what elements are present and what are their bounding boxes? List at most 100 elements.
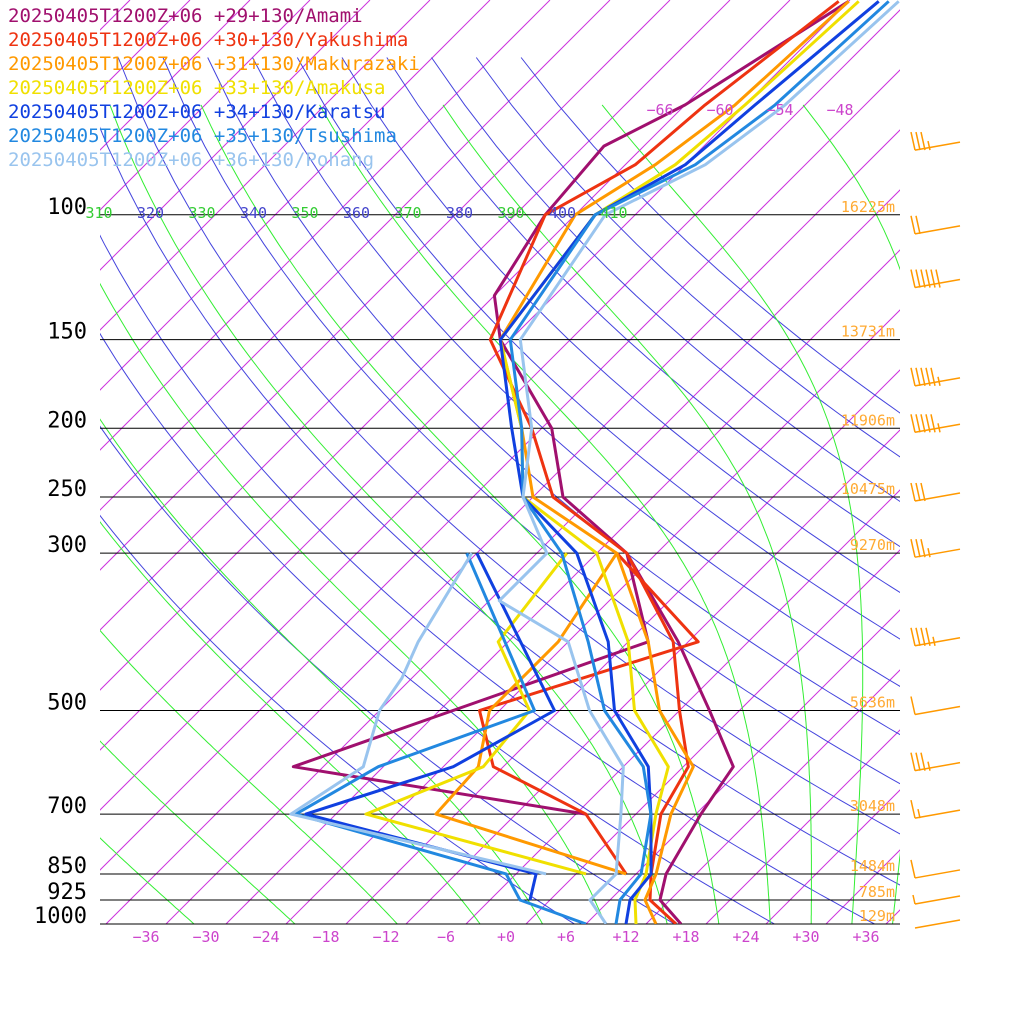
- wind-barb-shaft: [914, 705, 961, 716]
- theta-label: 380: [446, 204, 473, 222]
- dewpoint-line: [294, 552, 587, 924]
- moist-adiabat-line: [319, 104, 771, 924]
- pressure-label: 300: [47, 533, 87, 558]
- theta-label: 390: [497, 204, 524, 222]
- pressure-label: 200: [47, 408, 87, 433]
- wind-barb-flag: [925, 627, 931, 646]
- isobar-grid: [100, 214, 900, 925]
- wind-barb: [910, 539, 961, 558]
- wind-barb: [910, 414, 961, 434]
- wind-barb: [912, 894, 961, 905]
- dry-adiabat-line: [117, 57, 900, 835]
- wind-barb-flag: [910, 215, 916, 234]
- temperature-line: [498, 0, 850, 924]
- pressure-label: 925: [47, 880, 87, 905]
- theta-label: 330: [188, 204, 215, 222]
- legend-entry: 20250405T1200Z+06 +30+130/Yakushima: [8, 29, 409, 51]
- isotherm-line: [765, 789, 900, 924]
- theta-label: 400: [549, 204, 576, 222]
- wind-barb-half: [937, 423, 941, 433]
- isotherm-line: [100, 0, 731, 631]
- wind-barb: [910, 215, 961, 235]
- wind-barb-flag: [930, 367, 936, 387]
- wind-barb-shaft: [914, 809, 961, 819]
- isotherm-line: [525, 549, 900, 924]
- wind-barb: [910, 752, 961, 772]
- x-tick-label: −6: [437, 928, 455, 946]
- moist-adiabat-line: [109, 104, 668, 924]
- wind-barb: [910, 859, 961, 879]
- wind-barb-flag: [920, 539, 926, 558]
- wind-barb-flag: [920, 269, 926, 288]
- legend-entry: 20250405T1200Z+06 +34+130/Karatsu: [8, 101, 386, 123]
- legend-entry: 20250405T1200Z+06 +31+130/Makurazaki: [8, 53, 420, 75]
- upper-temp-label: −48: [826, 101, 853, 119]
- wind-barb-half: [917, 808, 921, 819]
- wind-barb-shaft: [914, 377, 961, 387]
- wind-barb-flag: [910, 131, 916, 151]
- dry-adiabat-line: [341, 57, 900, 594]
- height-label: 3048m: [850, 797, 895, 815]
- dewpoint-line: [434, 552, 627, 876]
- dry-adiabat-line: [386, 57, 900, 548]
- moist-adiabat-line: [442, 104, 812, 924]
- wind-barb-flag: [915, 627, 921, 646]
- temperature-line: [498, 0, 880, 924]
- legend-entry: 20250405T1200Z+06 +35+130/Tsushima: [8, 125, 397, 147]
- isotherm-line: [705, 729, 900, 924]
- wind-barb-flag: [910, 859, 916, 879]
- wind-barb-flag: [915, 269, 921, 288]
- dry-adiabat-line: [296, 57, 900, 640]
- height-label: 11906m: [841, 411, 895, 429]
- height-label: 785m: [859, 883, 895, 901]
- wind-barb-flag: [910, 799, 916, 819]
- wind-barb-flag: [920, 627, 926, 646]
- pressure-label: 700: [47, 794, 87, 819]
- wind-barb-half: [937, 376, 941, 387]
- isotherm-line: [100, 0, 371, 271]
- wind-barb: [914, 919, 961, 929]
- moist-adiabat-line: [100, 418, 544, 924]
- wind-barb: [910, 269, 961, 289]
- dry-adiabat-grid: [100, 57, 900, 924]
- wind-barb-flag: [930, 414, 936, 433]
- wind-barb-flag: [915, 367, 921, 387]
- pressure-label: 1000: [34, 904, 87, 929]
- isotherm-line: [100, 0, 311, 211]
- wind-barb-flag: [920, 482, 926, 502]
- x-tick-label: +24: [732, 928, 759, 946]
- wind-barb-shaft: [914, 492, 961, 502]
- upper-temp-label: −54: [766, 101, 793, 119]
- theta-label: 310: [85, 204, 112, 222]
- wind-barb: [910, 367, 961, 387]
- x-tick-label: −24: [252, 928, 279, 946]
- wind-barb-flag: [930, 269, 936, 288]
- pressure-label: 250: [47, 477, 87, 502]
- dry-adiabat-line: [520, 57, 900, 414]
- wind-barb-half: [932, 636, 936, 646]
- wind-barbs: [910, 131, 961, 929]
- pressure-label: 100: [47, 195, 87, 220]
- wind-barb-shaft: [914, 919, 961, 929]
- theta-label: 360: [343, 204, 370, 222]
- isotherm-line: [100, 0, 671, 571]
- isotherm-line: [105, 129, 900, 924]
- temperature-line: [498, 0, 860, 924]
- wind-barb-flag: [910, 696, 916, 715]
- isotherm-line: [645, 669, 900, 924]
- wind-barb-flag: [910, 482, 916, 502]
- theta-label: 370: [394, 204, 421, 222]
- dewpoint-line: [291, 552, 650, 816]
- wind-barb-flag: [915, 752, 921, 771]
- height-label: 5636m: [850, 694, 895, 712]
- dry-adiabat-line: [100, 126, 900, 886]
- wind-barb-flag: [925, 414, 931, 433]
- wind-barb-shaft: [914, 225, 961, 235]
- moist-adiabat-line: [601, 104, 864, 924]
- isotherm-line: [100, 69, 900, 871]
- wind-barb-half: [927, 548, 931, 558]
- upper-temp-label: −66: [646, 101, 673, 119]
- wind-barb-flag: [910, 752, 916, 771]
